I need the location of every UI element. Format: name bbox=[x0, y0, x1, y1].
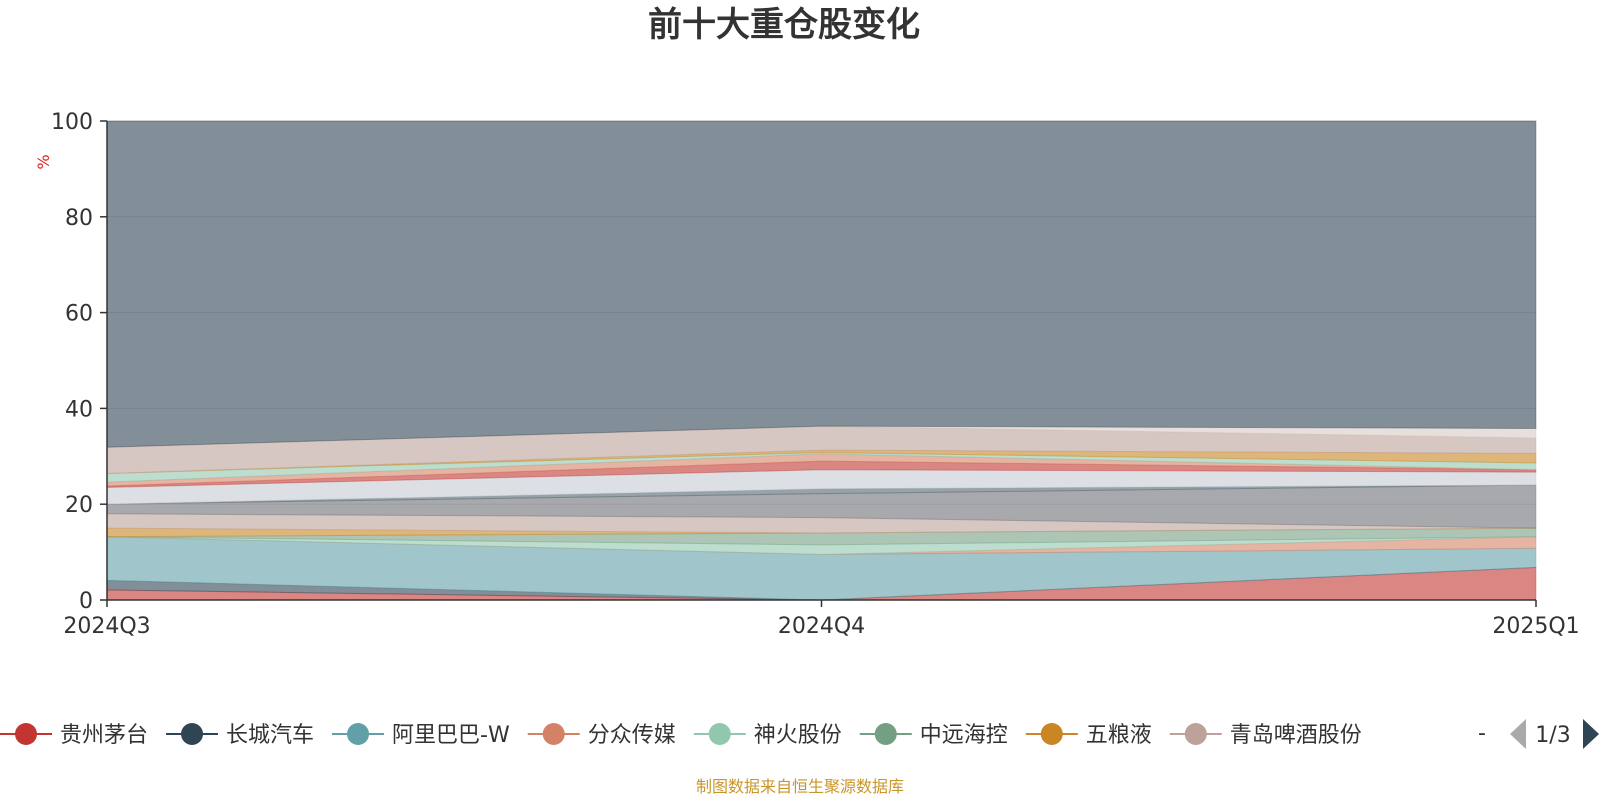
area-series-17 bbox=[106, 425, 1537, 448]
legend-label-1: 贵州茅台 bbox=[60, 723, 148, 748]
y-tick-label-3: 60 bbox=[65, 302, 93, 327]
y-tick-label-0: 0 bbox=[79, 589, 93, 614]
legend-marker-3 bbox=[347, 723, 370, 745]
legend-item-6[interactable]: 中远海控 bbox=[859, 723, 1008, 748]
legend-label-5: 神火股份 bbox=[754, 723, 842, 748]
legend-marker-2 bbox=[181, 723, 204, 745]
area-series-18 bbox=[106, 120, 1537, 448]
source-note: 制图数据来自恒生聚源数据库 bbox=[696, 777, 904, 796]
area-series-15 bbox=[106, 449, 1537, 475]
legend-item-5[interactable]: 神火股份 bbox=[693, 723, 842, 748]
legend: 贵州茅台 长城汽车 阿里巴巴-W 分众传媒 神火股份 中远海控 五粮液 青岛啤酒股份 - 1/3 bbox=[0, 719, 1599, 749]
legend-label-8: 青岛啤酒股份 bbox=[1230, 723, 1362, 748]
legend-label-4: 分众传媒 bbox=[588, 723, 676, 748]
y-axis-unit: % bbox=[34, 154, 53, 169]
area-series-6 bbox=[106, 527, 1537, 546]
legend-label-2: 长城汽车 bbox=[226, 723, 314, 748]
y-tick-label-2: 40 bbox=[65, 397, 93, 422]
legend-item-3[interactable]: 阿里巴巴-W bbox=[332, 723, 510, 748]
legend-label-6: 中远海控 bbox=[920, 723, 1008, 748]
legend-prev-page-icon[interactable] bbox=[1510, 719, 1526, 749]
legend-item-4[interactable]: 分众传媒 bbox=[527, 723, 676, 748]
axes: 0 20 40 60 80 100 2024Q3 2024Q4 2025Q1 bbox=[51, 110, 1580, 639]
legend-item-7[interactable]: 五粮液 bbox=[1025, 723, 1152, 748]
legend-next-page-icon[interactable] bbox=[1583, 719, 1599, 749]
legend-item-2[interactable]: 长城汽车 bbox=[166, 723, 314, 748]
area-series-group bbox=[106, 120, 1537, 601]
x-tick-label-1: 2024Q4 bbox=[778, 614, 865, 639]
y-tick-label-4: 80 bbox=[65, 206, 93, 231]
y-tick-label-1: 20 bbox=[65, 493, 93, 518]
x-tick-label-0: 2024Q3 bbox=[63, 614, 150, 639]
y-tick-label-5: 100 bbox=[51, 110, 93, 135]
legend-marker-8 bbox=[1184, 723, 1207, 745]
legend-label-3: 阿里巴巴-W bbox=[392, 723, 510, 748]
legend-marker-1 bbox=[15, 723, 37, 745]
legend-marker-5 bbox=[708, 723, 731, 745]
legend-page-indicator: 1/3 bbox=[1535, 723, 1570, 748]
legend-label-7: 五粮液 bbox=[1086, 723, 1152, 748]
legend-item-8[interactable]: 青岛啤酒股份 bbox=[1169, 723, 1362, 748]
x-tick-label-2: 2025Q1 bbox=[1492, 614, 1579, 639]
legend-marker-6 bbox=[874, 723, 897, 745]
legend-item-1[interactable]: 贵州茅台 bbox=[0, 723, 148, 748]
legend-overflow-marker: - bbox=[1478, 721, 1486, 746]
legend-marker-7 bbox=[1040, 723, 1063, 745]
chart-title: 前十大重仓股变化 bbox=[648, 5, 920, 45]
legend-marker-4 bbox=[542, 723, 565, 745]
